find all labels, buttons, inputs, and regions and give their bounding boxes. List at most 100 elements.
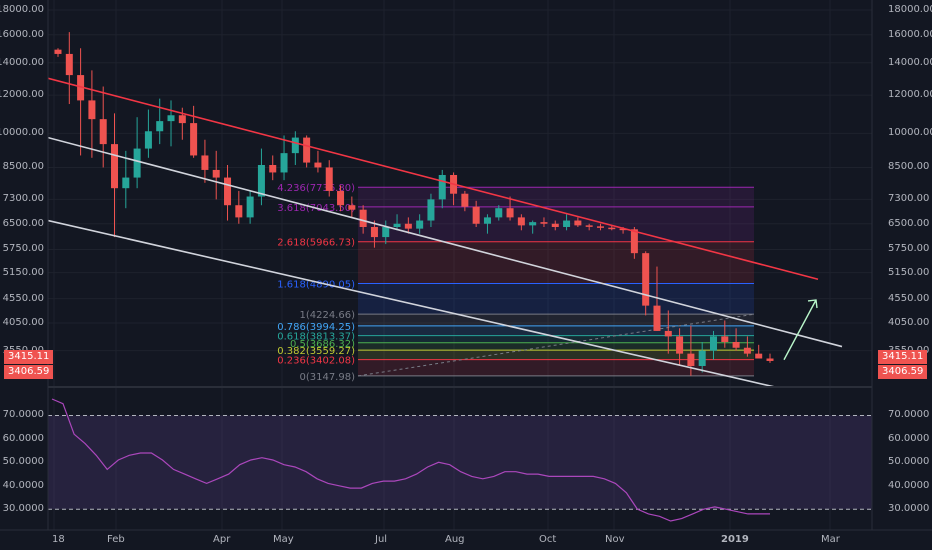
fib-zone xyxy=(358,325,754,336)
candle-body[interactable] xyxy=(416,220,424,229)
price-tick-label-left: 18000.00 xyxy=(0,4,44,15)
projection-arrow[interactable] xyxy=(783,299,818,361)
candle-body[interactable] xyxy=(393,223,401,227)
candle-body[interactable] xyxy=(709,336,717,351)
fib-extension[interactable]: 4.236(7736.80)3.618(7043.50)2.618(5966.7… xyxy=(277,183,755,383)
candle-body[interactable] xyxy=(529,222,537,226)
candle-body[interactable] xyxy=(563,220,571,227)
candle-body[interactable] xyxy=(156,121,164,132)
candle-body[interactable] xyxy=(687,353,695,366)
candle-body[interactable] xyxy=(235,205,243,218)
candle-body[interactable] xyxy=(698,350,706,366)
candle-body[interactable] xyxy=(224,177,232,206)
candle-body[interactable] xyxy=(472,206,480,224)
candle-body[interactable] xyxy=(438,174,446,200)
candle-body[interactable] xyxy=(506,208,514,218)
candle-body[interactable] xyxy=(721,336,729,342)
candle-body[interactable] xyxy=(257,164,265,197)
rsi-tick-label-left: 60.0000 xyxy=(2,432,44,444)
price-tick-label-right: 7300.00 xyxy=(888,193,930,205)
fib-level-label: 1(4224.66) xyxy=(299,310,355,321)
candle-body[interactable] xyxy=(517,217,525,226)
candle-body[interactable] xyxy=(348,205,356,210)
candle-body[interactable] xyxy=(483,217,491,224)
candle-body[interactable] xyxy=(653,305,661,331)
time-tick-label: Aug xyxy=(445,534,465,545)
candle-body[interactable] xyxy=(167,115,175,122)
candle-body[interactable] xyxy=(77,75,85,101)
fib-level-label: 0.786(3994.25) xyxy=(277,322,355,333)
trendline-red-resistance[interactable] xyxy=(48,77,819,280)
candle-body[interactable] xyxy=(212,169,220,178)
candle-body[interactable] xyxy=(732,341,740,348)
price-tick-label-left: 5750.00 xyxy=(2,243,44,255)
price-tick-label-left: 4550.00 xyxy=(2,292,44,304)
candle-body[interactable] xyxy=(743,347,751,354)
fib-zone xyxy=(358,335,754,343)
rsi-line[interactable] xyxy=(51,398,770,522)
arrow-head xyxy=(807,299,818,309)
candle-body[interactable] xyxy=(404,223,412,229)
candle-body[interactable] xyxy=(325,167,333,191)
candle-body[interactable] xyxy=(585,225,593,227)
candle-body[interactable] xyxy=(337,190,345,206)
candle-body[interactable] xyxy=(88,100,96,120)
close-price-tag: 3406.59 xyxy=(4,364,54,379)
rsi-pane[interactable] xyxy=(48,398,872,522)
candle-body[interactable] xyxy=(596,226,604,228)
candle-body[interactable] xyxy=(111,144,119,189)
candle-body[interactable] xyxy=(427,199,435,221)
candle-body[interactable] xyxy=(190,123,198,156)
price-tick-label-right: 4550.00 xyxy=(888,292,930,304)
candle-body[interactable] xyxy=(359,209,367,227)
price-tick-label-left: 8500.00 xyxy=(2,161,44,173)
candle-body[interactable] xyxy=(133,148,141,178)
time-tick-label: Apr xyxy=(213,534,231,545)
candle-body[interactable] xyxy=(303,137,311,163)
price-tick-label-left: 6500.00 xyxy=(2,217,44,229)
candle-body[interactable] xyxy=(178,115,186,124)
arrow-shaft[interactable] xyxy=(783,299,817,361)
fib-zone xyxy=(358,342,754,351)
trendline-white-lower[interactable] xyxy=(48,219,786,390)
last-price-tag: 3415.11 xyxy=(878,349,928,364)
rsi-tick-label-right: 30.0000 xyxy=(888,503,930,515)
time-tick-label: Jul xyxy=(375,534,388,545)
candle-body[interactable] xyxy=(461,193,469,207)
candle-body[interactable] xyxy=(755,353,763,359)
candle-body[interactable] xyxy=(608,227,616,230)
time-tick-label: May xyxy=(273,534,294,545)
candle-body[interactable] xyxy=(664,330,672,337)
candle-body[interactable] xyxy=(630,229,638,254)
candle-body[interactable] xyxy=(246,196,254,218)
rsi-tick-label-right: 70.0000 xyxy=(888,409,930,421)
candle-body[interactable] xyxy=(382,226,390,238)
candle-body[interactable] xyxy=(54,49,62,54)
candle-body[interactable] xyxy=(99,119,107,145)
candle-body[interactable] xyxy=(495,208,503,218)
price-tick-label-right: 5150.00 xyxy=(888,266,930,278)
candle-body[interactable] xyxy=(144,131,152,149)
fib-zone xyxy=(358,241,754,284)
trendlines[interactable] xyxy=(48,77,843,390)
candle-body[interactable] xyxy=(269,164,277,173)
candle-body[interactable] xyxy=(370,226,378,238)
candle-body[interactable] xyxy=(574,220,582,226)
candle-body[interactable] xyxy=(540,222,548,224)
candle-body[interactable] xyxy=(676,336,684,354)
time-tick-label: Nov xyxy=(605,534,625,545)
candle-body[interactable] xyxy=(766,358,774,361)
candle-body[interactable] xyxy=(291,137,299,154)
candle-body[interactable] xyxy=(201,155,209,170)
candle-body[interactable] xyxy=(314,162,322,168)
candle-body[interactable] xyxy=(551,223,559,227)
candle-body[interactable] xyxy=(122,177,130,189)
candle-body[interactable] xyxy=(65,53,73,76)
candle-body[interactable] xyxy=(642,253,650,306)
candle-body[interactable] xyxy=(280,153,288,173)
candle-body[interactable] xyxy=(619,228,627,231)
last-price-tag: 3415.11 xyxy=(4,349,54,364)
trendline-white-upper[interactable] xyxy=(48,136,843,348)
